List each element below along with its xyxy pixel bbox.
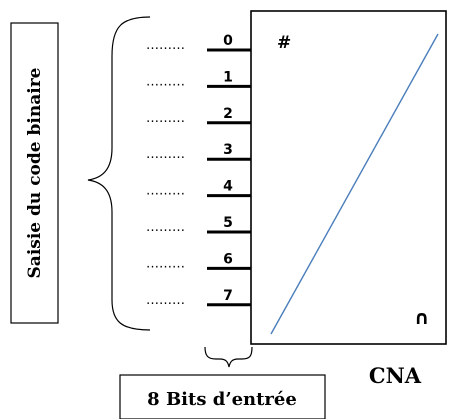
bit-row: ……… 4: [146, 179, 251, 199]
bit-number: 3: [223, 142, 233, 158]
bottom-curly-brace: [204, 346, 253, 368]
binary-input-label-frame: [10, 22, 59, 324]
bit-number: 7: [223, 288, 233, 304]
binary-input-label: Saisie du code binaire: [25, 67, 45, 278]
bit-rows: ……… 0 ……… 1 ……… 2 ……… 3 ……… 4 ……… 5 ……… 6 ……… 7: [146, 33, 251, 308]
bit-dots: ………: [146, 38, 185, 53]
bit-dots: ………: [146, 293, 185, 308]
bit-dots: ………: [146, 74, 185, 89]
bit-row: ……… 5: [146, 215, 251, 235]
input-bits-label: 8 Bits d’entrée: [147, 389, 297, 410]
bit-row: ……… 7: [146, 288, 251, 308]
bit-row: ……… 6: [146, 251, 251, 271]
bit-row: ……… 2: [146, 106, 251, 126]
binary-input-label-box: Saisie du code binaire: [10, 22, 59, 324]
bit-number: 4: [223, 179, 233, 195]
bit-number: 0: [223, 33, 233, 49]
bit-dots: ………: [146, 147, 185, 162]
cna-label: CNA: [369, 363, 422, 388]
analog-symbol: ∩: [414, 307, 429, 329]
bit-row: ……… 3: [146, 142, 251, 162]
bit-row: ……… 1: [146, 69, 251, 89]
bit-dots: ………: [146, 256, 185, 271]
bit-dots: ………: [146, 220, 185, 235]
bit-number: 1: [223, 69, 233, 85]
bit-number: 5: [223, 215, 233, 231]
input-bits-label-box: 8 Bits d’entrée: [119, 374, 326, 419]
digital-symbol: #: [277, 33, 291, 53]
bit-row: ……… 0: [146, 33, 251, 53]
conversion-line: [270, 33, 439, 335]
bit-dots: ………: [146, 184, 185, 199]
bit-number: 2: [223, 106, 233, 122]
bit-dots: ………: [146, 111, 185, 126]
cna-box: [250, 10, 447, 345]
left-curly-brace: [87, 16, 151, 331]
input-bits-label-frame: [119, 374, 326, 419]
cna-block: # ∩ CNA: [250, 10, 447, 388]
bit-number: 6: [223, 251, 233, 267]
